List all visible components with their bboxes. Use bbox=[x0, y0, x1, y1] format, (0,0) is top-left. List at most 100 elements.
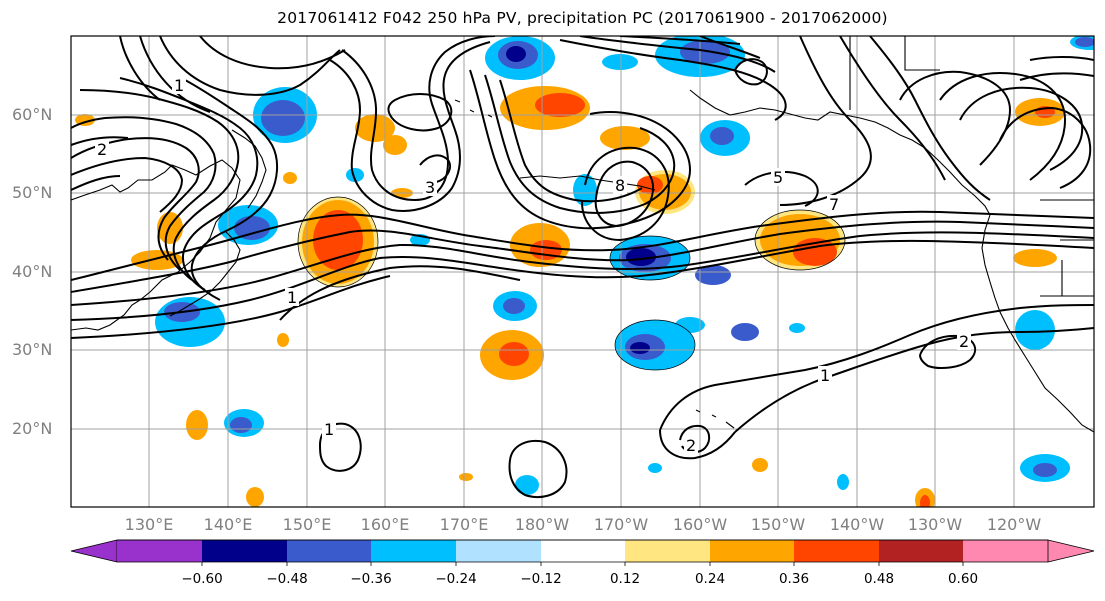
aleutian-islands bbox=[519, 175, 656, 191]
precip-patch bbox=[626, 248, 656, 266]
colorbar-tick-label: −0.24 bbox=[435, 571, 477, 587]
lat-label-20n: 20°N bbox=[12, 419, 53, 438]
colorbar-segment bbox=[794, 540, 879, 562]
colorbar-tick-label: 0.36 bbox=[778, 571, 810, 587]
contour-label: 3 bbox=[425, 178, 435, 197]
precip-patch bbox=[789, 323, 805, 333]
precip-patch bbox=[277, 333, 289, 347]
pv-contour bbox=[71, 116, 217, 271]
colorbar-segment bbox=[287, 540, 371, 562]
lat-label-30n: 30°N bbox=[12, 340, 53, 359]
pv-contour bbox=[734, 327, 1094, 433]
pv-contour bbox=[869, 36, 991, 201]
contour-label: 8 bbox=[615, 176, 625, 195]
pv-contour bbox=[71, 239, 1094, 321]
pv-contour bbox=[387, 93, 453, 132]
precip-patch bbox=[680, 40, 730, 64]
north-america-borders bbox=[849, 36, 1094, 297]
pv-contour bbox=[559, 39, 787, 121]
precip-patch bbox=[246, 487, 264, 507]
colorbar-ticks bbox=[201, 562, 964, 566]
lon-label-130w: 130°W bbox=[907, 515, 963, 534]
pv-contour bbox=[469, 69, 692, 230]
north-america-coastline bbox=[981, 214, 1094, 433]
precip-outline bbox=[614, 319, 696, 371]
precip-patch bbox=[637, 176, 663, 194]
pv-contour bbox=[581, 146, 670, 242]
precip-outline bbox=[297, 196, 379, 288]
lon-label-150e: 150°E bbox=[282, 515, 332, 534]
lon-label-120w: 120°W bbox=[986, 515, 1042, 534]
precip-patch bbox=[1015, 310, 1055, 350]
pv-contour bbox=[999, 106, 1092, 189]
asia-coastline bbox=[71, 159, 241, 331]
pv-contour bbox=[71, 136, 129, 146]
colorbar-segment bbox=[963, 540, 1048, 562]
precip-patch bbox=[506, 46, 526, 62]
colorbar-segment bbox=[625, 540, 710, 562]
coastlines bbox=[71, 36, 1094, 433]
pv-contour bbox=[71, 175, 121, 191]
lat-label-40n: 40°N bbox=[12, 262, 53, 281]
pv-contour bbox=[508, 440, 568, 499]
precip-patch bbox=[186, 410, 208, 440]
pv-contour bbox=[159, 36, 341, 96]
precip-patch bbox=[602, 54, 638, 70]
precip-patch bbox=[1013, 249, 1057, 267]
lon-label-150w: 150°W bbox=[750, 515, 806, 534]
pv-contour bbox=[839, 36, 946, 181]
pv-contour bbox=[71, 231, 1094, 306]
contour-label: 2 bbox=[686, 436, 696, 455]
pv-contour bbox=[1029, 56, 1094, 61]
pv-contour bbox=[699, 36, 761, 59]
colorbar-segment bbox=[541, 540, 625, 562]
pv-contour bbox=[71, 275, 391, 339]
map-frame bbox=[70, 35, 1095, 508]
colorbar-tick-label: 0.60 bbox=[947, 571, 979, 587]
bering-islands bbox=[454, 99, 493, 118]
hawaii bbox=[695, 409, 735, 429]
colorbar-tick-label: 0.12 bbox=[609, 571, 641, 587]
pv-contour bbox=[71, 210, 1094, 281]
colorbar-tick-label: −0.12 bbox=[520, 571, 562, 587]
pv-contour bbox=[184, 79, 278, 301]
precip-patch bbox=[731, 323, 759, 341]
pv-contour bbox=[79, 89, 240, 281]
precip-patch bbox=[503, 298, 525, 314]
contour-label: 1 bbox=[174, 76, 184, 95]
lon-label-160e: 160°E bbox=[360, 515, 410, 534]
lat-label-60n: 60°N bbox=[12, 105, 53, 124]
colorbar-segment bbox=[879, 540, 963, 562]
pv-contour bbox=[744, 170, 819, 207]
colorbar-extend-low bbox=[70, 539, 118, 563]
lon-label-180w: 180°W bbox=[514, 515, 570, 534]
colorbar-segment bbox=[456, 540, 541, 562]
pv-contour bbox=[939, 72, 1067, 181]
precip-patch bbox=[752, 458, 768, 472]
japan-coastline bbox=[169, 231, 241, 317]
contour-labels: 1 2 3 5 7 8 1 2 1 1 2 bbox=[95, 76, 971, 455]
precip-patch bbox=[710, 127, 734, 145]
contour-label: 7 bbox=[829, 195, 839, 214]
alaska-coastline bbox=[689, 89, 991, 216]
precip-patch bbox=[346, 168, 364, 182]
contour-label: 1 bbox=[820, 366, 830, 385]
precip-outline bbox=[609, 235, 691, 281]
colorbar-segment bbox=[371, 540, 456, 562]
lat-label-50n: 50°N bbox=[12, 183, 53, 202]
pv-contour bbox=[329, 41, 491, 212]
pv-contour bbox=[499, 79, 643, 203]
precip-patch bbox=[648, 463, 662, 473]
colorbar-segment bbox=[202, 540, 287, 562]
colorbar-tick-label: 0.48 bbox=[863, 571, 895, 587]
pv-contour bbox=[71, 137, 200, 261]
colorbar-extend-high bbox=[1047, 539, 1095, 563]
precip-patch bbox=[675, 317, 705, 333]
precip-patch bbox=[630, 342, 650, 354]
pv-contour bbox=[119, 36, 161, 101]
colorbar-segment bbox=[117, 540, 202, 562]
precip-patch bbox=[261, 100, 305, 136]
precip-outline bbox=[754, 209, 846, 271]
pv-contour bbox=[199, 36, 346, 70]
contour-label: 1 bbox=[287, 288, 297, 307]
